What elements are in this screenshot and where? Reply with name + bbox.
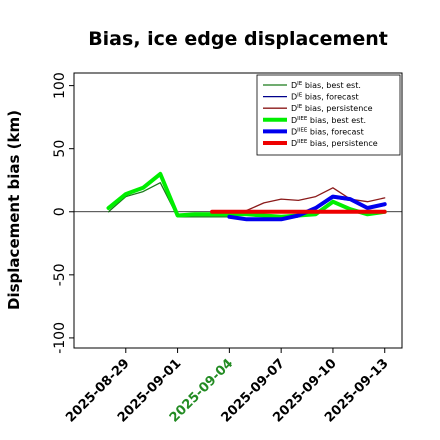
y-axis: 100 50 0 -50 -100 xyxy=(52,72,74,354)
x-axis: 2025-08-292025-09-012025-09-042025-09-07… xyxy=(63,348,392,426)
chart-title: Bias, ice edge displacement xyxy=(88,28,388,50)
legend-entry-1: DIE bias, forecast xyxy=(291,93,359,102)
series-line-3 xyxy=(106,171,387,219)
series-line-2 xyxy=(228,187,386,213)
legend-entry-5: DIIEE bias, persistence xyxy=(291,139,378,148)
legend-entry-4: DIIEE bias, forecast xyxy=(291,127,364,136)
legend: DIE bias, best est. DIE bias, forecast DIE… xyxy=(256,74,401,156)
legend-entry-2: DIE bias, persistence xyxy=(291,104,373,113)
y-axis-label: Displacement bias (km) xyxy=(5,110,23,310)
y-tick-label-4: -100 xyxy=(52,322,68,354)
legend-entry-3: DIIEE bias, best est. xyxy=(291,116,366,125)
plot-frame xyxy=(73,72,403,349)
y-tick-label-3: -50 xyxy=(52,263,68,286)
y-tick-label-1: 50 xyxy=(52,140,68,158)
y-tick-label-0: 100 xyxy=(52,72,68,99)
legend-entry-0: DIE bias, best est. xyxy=(291,81,361,90)
y-tick-label-2: 0 xyxy=(52,207,68,216)
